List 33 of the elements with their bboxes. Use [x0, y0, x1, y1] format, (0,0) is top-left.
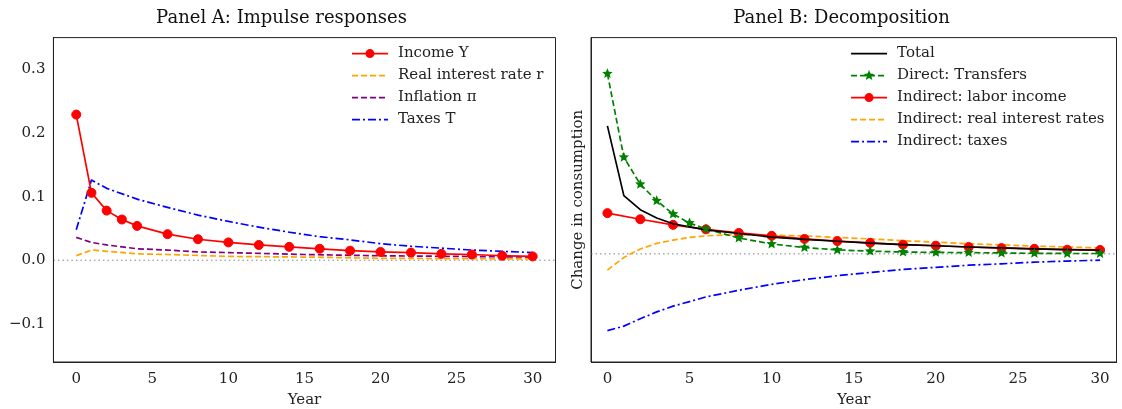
x-tick-label: 5 — [147, 368, 158, 387]
x-tick-label: 15 — [294, 368, 315, 387]
x-axis-title: Year — [286, 389, 323, 408]
y-tick-label: 0.3 — [21, 59, 46, 78]
x-axis-title: Year — [835, 389, 872, 408]
x-tick-label: 0 — [602, 368, 613, 387]
legend-label: Indirect: taxes — [897, 131, 1008, 150]
legend-label: Inflation π — [397, 87, 477, 106]
x-tick-label: 20 — [370, 368, 391, 387]
y-tick-label: −0.1 — [8, 313, 46, 332]
y-axis-title: Change in consumption — [567, 109, 586, 290]
legend-label: Indirect: labor income — [897, 87, 1067, 106]
x-tick-label: 30 — [1090, 368, 1110, 387]
x-tick-label: 5 — [684, 368, 695, 387]
legend-label: Direct: Transfers — [897, 65, 1027, 84]
x-tick-label: 30 — [523, 368, 543, 387]
legend-label: Taxes T — [397, 109, 456, 128]
y-tick-label: 0.0 — [21, 250, 46, 269]
x-tick-label: 0 — [71, 368, 82, 387]
legend-label: Real interest rate r — [397, 65, 545, 84]
x-tick-label: 25 — [1008, 368, 1028, 387]
x-tick-label: 25 — [447, 368, 467, 387]
x-tick-label: 20 — [926, 368, 946, 387]
chart-title: Panel B: Decomposition — [733, 6, 951, 28]
legend-label: Total — [897, 43, 935, 62]
chart-title: Panel A: Impulse responses — [156, 6, 407, 28]
y-tick-label: 0.1 — [21, 186, 46, 205]
legend-label: Income Y — [397, 43, 470, 62]
x-tick-label: 10 — [762, 368, 782, 387]
x-tick-label: 15 — [844, 368, 864, 387]
y-tick-label: 0.2 — [21, 122, 46, 141]
x-tick-label: 10 — [218, 368, 238, 387]
legend-label: Indirect: real interest rates — [897, 109, 1105, 128]
